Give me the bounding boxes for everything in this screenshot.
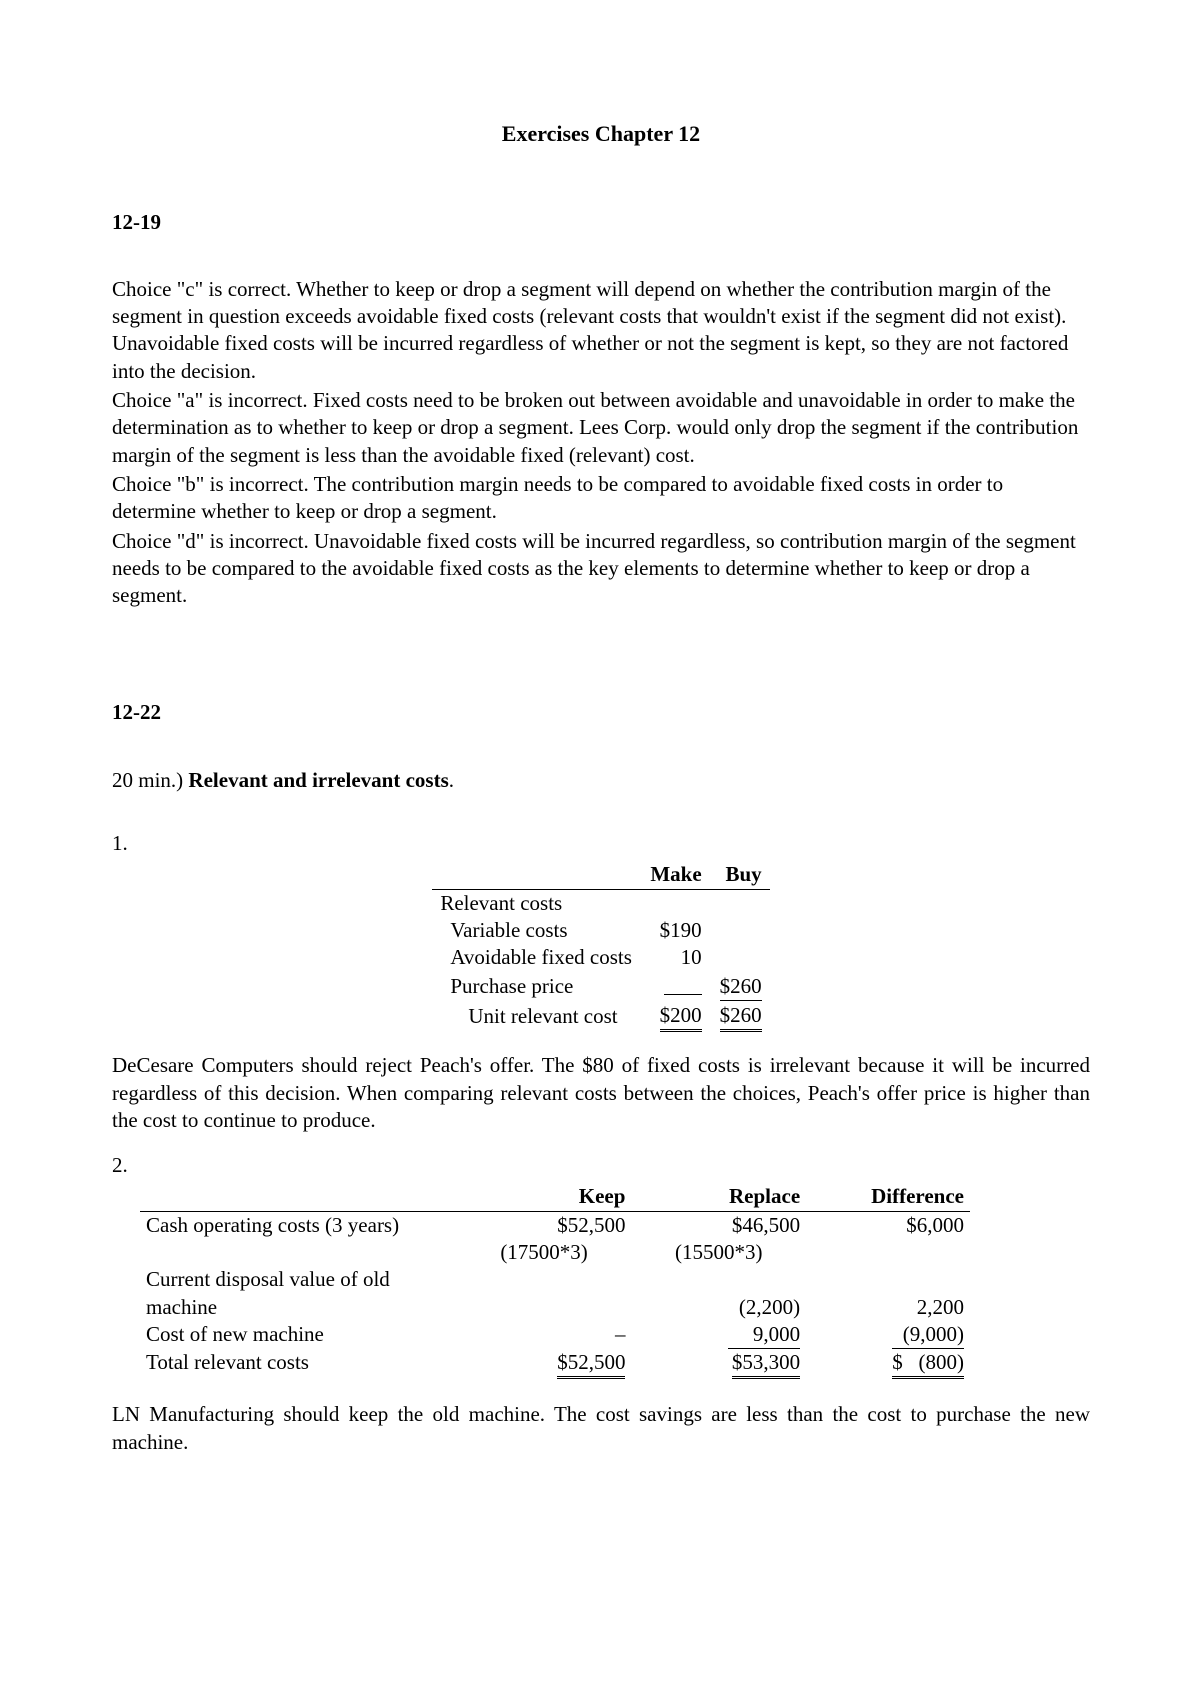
cell-cash-replace: $46,500 bbox=[631, 1211, 806, 1239]
row-cash-op: Cash operating costs (3 years) bbox=[140, 1211, 457, 1239]
text-12-19-d: Choice "d" is incorrect. Unavoidable fix… bbox=[112, 528, 1090, 610]
cell-new-diff: (9,000) bbox=[892, 1321, 964, 1349]
row-unit-relevant: Unit relevant cost bbox=[432, 1002, 642, 1032]
row-new-machine: Cost of new machine bbox=[140, 1321, 457, 1349]
cell-disposal-diff: 2,200 bbox=[806, 1266, 970, 1321]
cell-total-diff: $ (800) bbox=[892, 1349, 964, 1379]
make-buy-table: Make Buy Relevant costs Variable costs $… bbox=[432, 861, 769, 1032]
page-title: Exercises Chapter 12 bbox=[112, 120, 1090, 149]
cell-unit-make: $200 bbox=[660, 1002, 702, 1032]
col-keep: Keep bbox=[457, 1183, 632, 1211]
subtitle-bold: Relevant and irrelevant costs bbox=[188, 768, 448, 792]
cell-total-replace: $53,300 bbox=[732, 1349, 800, 1379]
row-purchase-price: Purchase price bbox=[432, 972, 642, 1002]
row-variable-costs: Variable costs bbox=[432, 917, 642, 944]
heading-12-19: 12-19 bbox=[112, 209, 1090, 236]
item-number-2: 2. bbox=[112, 1152, 1090, 1179]
cell-variable-make: $190 bbox=[642, 917, 709, 944]
conclusion-1: DeCesare Computers should reject Peach's… bbox=[112, 1052, 1090, 1134]
conclusion-2: LN Manufacturing should keep the old mac… bbox=[112, 1401, 1090, 1456]
cell-purchase-buy: $260 bbox=[720, 973, 762, 1001]
row-disposal: Current disposal value of old machine bbox=[140, 1266, 457, 1321]
cell-cash-diff: $6,000 bbox=[806, 1211, 970, 1239]
row-total-relevant: Total relevant costs bbox=[140, 1349, 457, 1379]
text-12-19-b: Choice "b" is incorrect. The contributio… bbox=[112, 471, 1090, 526]
heading-12-22: 12-22 bbox=[112, 699, 1090, 726]
text-12-19-a: Choice "a" is incorrect. Fixed costs nee… bbox=[112, 387, 1090, 469]
keep-replace-table: Keep Replace Difference Cash operating c… bbox=[140, 1183, 970, 1379]
cell-avoidable-make: 10 bbox=[642, 944, 709, 971]
subtitle-prefix: 20 min.) bbox=[112, 768, 188, 792]
cell-new-replace: 9,000 bbox=[728, 1321, 800, 1349]
col-replace: Replace bbox=[631, 1183, 806, 1211]
col-buy: Buy bbox=[710, 861, 770, 889]
blank-underline bbox=[664, 972, 702, 995]
row-avoidable-fixed: Avoidable fixed costs bbox=[432, 944, 642, 971]
cell-unit-buy: $260 bbox=[720, 1002, 762, 1032]
subtitle-12-22: 20 min.) Relevant and irrelevant costs. bbox=[112, 767, 1090, 794]
col-difference: Difference bbox=[806, 1183, 970, 1211]
cell-cash-keep-sub: (17500*3) bbox=[457, 1239, 632, 1266]
cell-total-keep: $52,500 bbox=[557, 1349, 625, 1379]
cell-new-keep: – bbox=[457, 1321, 632, 1349]
item-number-1: 1. bbox=[112, 830, 1090, 857]
cell-cash-replace-sub: (15500*3) bbox=[631, 1239, 806, 1266]
cell-cash-keep: $52,500 bbox=[457, 1211, 632, 1239]
subtitle-suffix: . bbox=[449, 768, 454, 792]
col-make: Make bbox=[642, 861, 709, 889]
row-relevant-costs: Relevant costs bbox=[432, 889, 642, 917]
cell-disposal-replace: (2,200) bbox=[631, 1266, 806, 1321]
text-12-19-c: Choice "c" is correct. Whether to keep o… bbox=[112, 276, 1090, 385]
